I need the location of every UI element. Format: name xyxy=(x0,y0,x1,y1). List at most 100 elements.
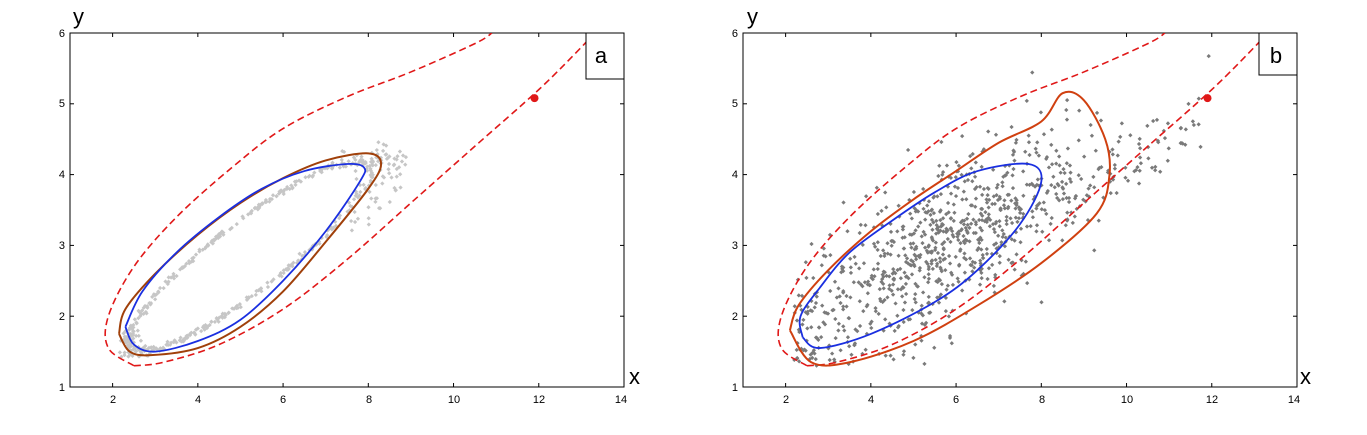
scatter-point xyxy=(884,205,889,210)
scatter-point xyxy=(1162,135,1168,141)
scatter-point xyxy=(1086,186,1091,191)
scatter-point xyxy=(911,231,917,236)
scatter-point xyxy=(1110,147,1115,152)
scatter-point xyxy=(1135,164,1140,170)
scatter-point xyxy=(985,192,990,198)
scatter-point xyxy=(849,352,854,357)
scatter-point xyxy=(221,230,226,235)
dashed-boundary-curve xyxy=(806,33,1268,367)
scatter-point xyxy=(310,173,316,178)
scatter-point xyxy=(895,313,900,318)
scatter-point xyxy=(889,288,894,293)
scatter-point xyxy=(852,254,857,260)
scatter-point xyxy=(1183,142,1188,147)
scatter-point xyxy=(1057,198,1062,203)
scatter-point xyxy=(871,267,876,272)
scatter-point xyxy=(1035,177,1040,182)
scatter-point xyxy=(930,227,935,232)
scatter-point xyxy=(891,357,896,362)
scatter-point xyxy=(161,285,166,291)
scatter-point xyxy=(972,174,978,179)
scatter-point xyxy=(1024,224,1030,229)
scatter-point xyxy=(803,348,808,353)
scatter-point xyxy=(980,252,985,258)
scatter-point xyxy=(130,353,135,358)
scatter-point xyxy=(284,186,289,192)
x-tick-label: 4 xyxy=(868,394,874,406)
scatter-point xyxy=(923,320,929,325)
scatter-point xyxy=(217,315,222,320)
scatter-point xyxy=(958,220,964,225)
x-tick-labels-a: 2 4 6 8 10 12 14 xyxy=(110,394,627,406)
scatter-point xyxy=(992,201,998,207)
scatter-point xyxy=(1125,178,1131,183)
scatter-point xyxy=(977,184,983,189)
scatter-point xyxy=(955,185,961,191)
y-tick-label: 4 xyxy=(732,169,738,181)
scatter-point xyxy=(1033,146,1038,151)
scatter-point xyxy=(884,273,889,279)
scatter-point xyxy=(948,225,954,231)
scatter-point xyxy=(895,325,901,330)
scatter-point xyxy=(403,155,409,160)
scatter-point xyxy=(948,191,954,196)
scatter-point xyxy=(373,199,378,204)
y-tick-label: 6 xyxy=(59,28,65,40)
scatter-point xyxy=(797,359,802,364)
scatter-point xyxy=(902,270,907,275)
x-axis-label-a: x xyxy=(629,364,640,389)
y-tick-labels-a: 1 2 3 4 5 6 xyxy=(59,28,65,394)
scatter-point xyxy=(952,210,957,215)
scatter-point xyxy=(898,276,903,281)
scatter-point xyxy=(997,254,1002,259)
scatter-point xyxy=(234,221,239,227)
scatter-point xyxy=(1062,170,1067,176)
scatter-point xyxy=(143,309,148,315)
scatter-point xyxy=(941,229,946,234)
scatter-point xyxy=(962,218,967,223)
scatter-point xyxy=(882,270,887,275)
scatter-point xyxy=(934,218,939,224)
scatter-point xyxy=(1008,216,1013,221)
scatter-point xyxy=(909,245,914,250)
scatter-point xyxy=(936,300,942,305)
scatter-point xyxy=(1023,149,1028,154)
scatter-point xyxy=(352,219,358,225)
scatter-point xyxy=(873,305,878,311)
scatter-point xyxy=(901,352,906,357)
scatter-point xyxy=(306,174,311,179)
scatter-point xyxy=(193,327,199,332)
scatter-point xyxy=(926,280,931,285)
scatter-point xyxy=(1042,207,1048,213)
scatter-point xyxy=(955,234,960,239)
scatter-point xyxy=(986,212,991,217)
scatter-point xyxy=(820,303,825,308)
scatter-point xyxy=(380,181,385,186)
scatter-point xyxy=(905,147,911,153)
scatter-point xyxy=(1137,168,1142,173)
scatter-point xyxy=(346,159,351,164)
scatter-point xyxy=(919,338,924,343)
scatter-point xyxy=(384,156,390,161)
scatter-point xyxy=(386,161,392,167)
scatter-point xyxy=(857,299,862,304)
scatter-point xyxy=(394,174,399,179)
scatter-point xyxy=(957,248,963,254)
scatter-point xyxy=(943,295,949,301)
scatter-point xyxy=(150,294,155,299)
scatter-point xyxy=(830,308,835,313)
scatter-point xyxy=(902,300,908,305)
scatter-point xyxy=(363,160,368,165)
scatter-point xyxy=(960,134,965,139)
scatter-point xyxy=(841,265,846,270)
scatter-point xyxy=(1034,223,1040,228)
scatter-point xyxy=(927,310,932,315)
scatter-point xyxy=(153,297,158,302)
scatter-point xyxy=(893,271,898,276)
scatter-point xyxy=(977,237,982,242)
scatter-point xyxy=(1064,195,1069,201)
scatter-point xyxy=(903,253,908,258)
scatter-point xyxy=(984,200,990,205)
scatter-point xyxy=(944,211,949,217)
scatter-point xyxy=(1049,142,1054,147)
